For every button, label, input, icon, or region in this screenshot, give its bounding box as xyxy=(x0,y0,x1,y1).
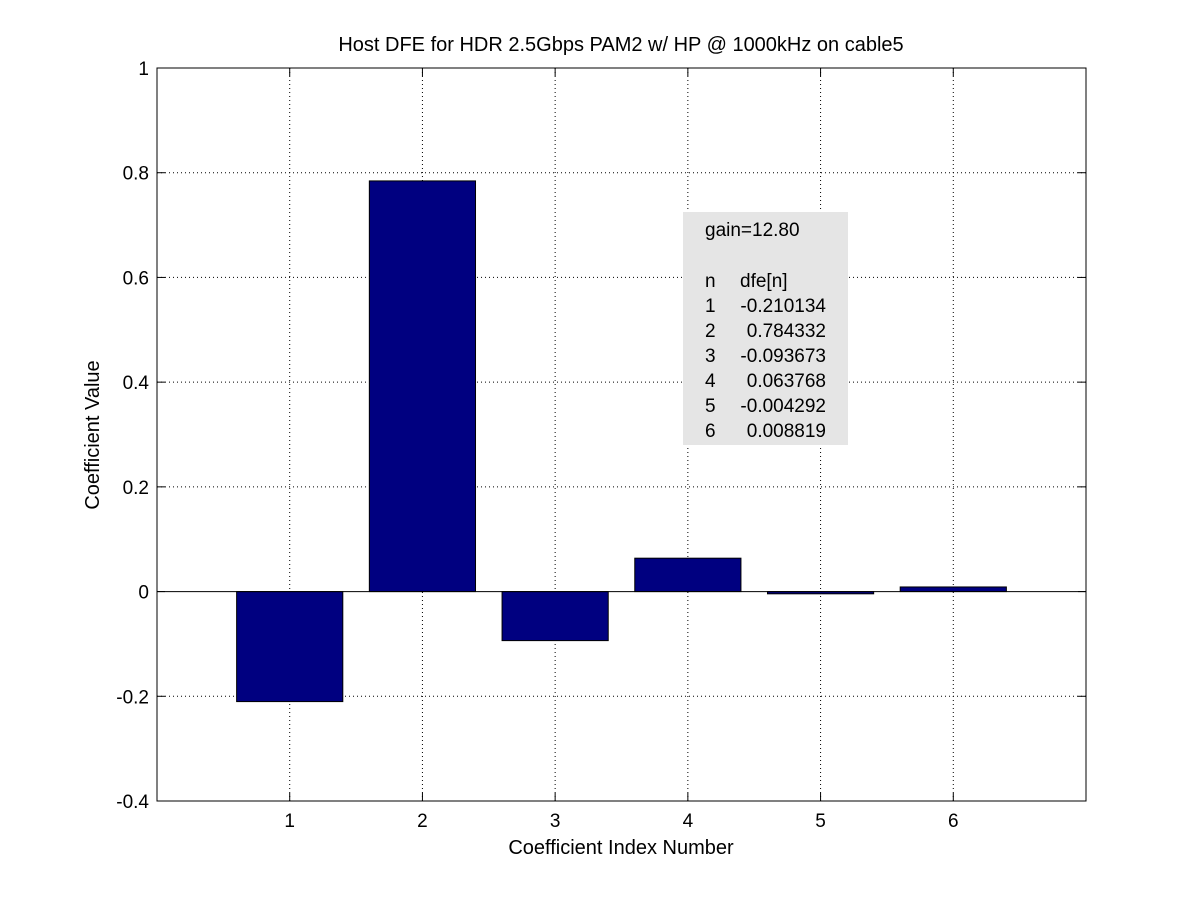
x-tick-label: 1 xyxy=(284,811,295,832)
y-axis-label: Coefficient Value xyxy=(82,360,104,509)
tick-labels: 1 2 3 4 5 6 -0.4 -0.2 0 0.2 0.4 0.6 0.8 1 xyxy=(116,59,958,832)
y-tick-label: -0.4 xyxy=(116,792,149,813)
annotation-row-value: 0.784332 xyxy=(747,321,826,342)
annotation-background xyxy=(683,212,848,445)
annotation-row-index: 4 xyxy=(705,371,716,392)
x-tick-label: 2 xyxy=(417,811,428,832)
annotation-row-index: 5 xyxy=(705,396,716,417)
y-tick-label: 0.2 xyxy=(123,478,149,499)
annotation-gain: gain=12.80 xyxy=(705,220,800,241)
x-axis-label: Coefficient Index Number xyxy=(508,837,734,859)
x-tick-label: 3 xyxy=(550,811,561,832)
annotation-row-value: -0.210134 xyxy=(740,296,826,317)
y-tick-label: 0.4 xyxy=(123,373,150,394)
annotation-row-value: 0.008819 xyxy=(747,421,826,442)
annotation-row-index: 6 xyxy=(705,421,716,442)
bar-3 xyxy=(501,591,609,642)
annotation-header-dfe: dfe[n] xyxy=(740,271,788,292)
x-tick-label: 6 xyxy=(948,811,959,832)
annotation-row-index: 1 xyxy=(705,296,716,317)
bar-2 xyxy=(368,180,477,593)
plot-frame xyxy=(156,67,1087,802)
y-tick-label: 0 xyxy=(138,583,149,604)
x-tick-label: 5 xyxy=(815,811,826,832)
x-tick-label: 4 xyxy=(683,811,694,832)
annotation-rows: 1 -0.210134 2 0.784332 3 -0.093673 4 0.063768 5 -… xyxy=(705,296,826,442)
bars xyxy=(236,180,1007,703)
annotation-row-index: 3 xyxy=(705,346,716,367)
axis-ticks xyxy=(157,67,1086,802)
chart-title: Host DFE for HDR 2.5Gbps PAM2 w/ HP @ 10… xyxy=(338,34,903,56)
y-tick-label: 1 xyxy=(138,59,149,80)
annotation-row-index: 2 xyxy=(705,321,716,342)
bar-4 xyxy=(634,557,742,593)
annotation-row-value: -0.093673 xyxy=(740,346,826,367)
y-tick-label: 0.8 xyxy=(123,164,149,185)
annotation-row-value: 0.063768 xyxy=(747,371,826,392)
annotation-row-value: -0.004292 xyxy=(740,396,826,417)
bar-1 xyxy=(236,591,344,703)
coefficient-annotation-box: gain=12.80 n dfe[n] 1 -0.210134 2 0.784332 3… xyxy=(683,212,848,445)
y-tick-label: -0.2 xyxy=(116,687,149,708)
y-tick-label: 0.6 xyxy=(123,268,149,289)
bar-6 xyxy=(899,586,1007,593)
annotation-header-n: n xyxy=(705,271,716,292)
